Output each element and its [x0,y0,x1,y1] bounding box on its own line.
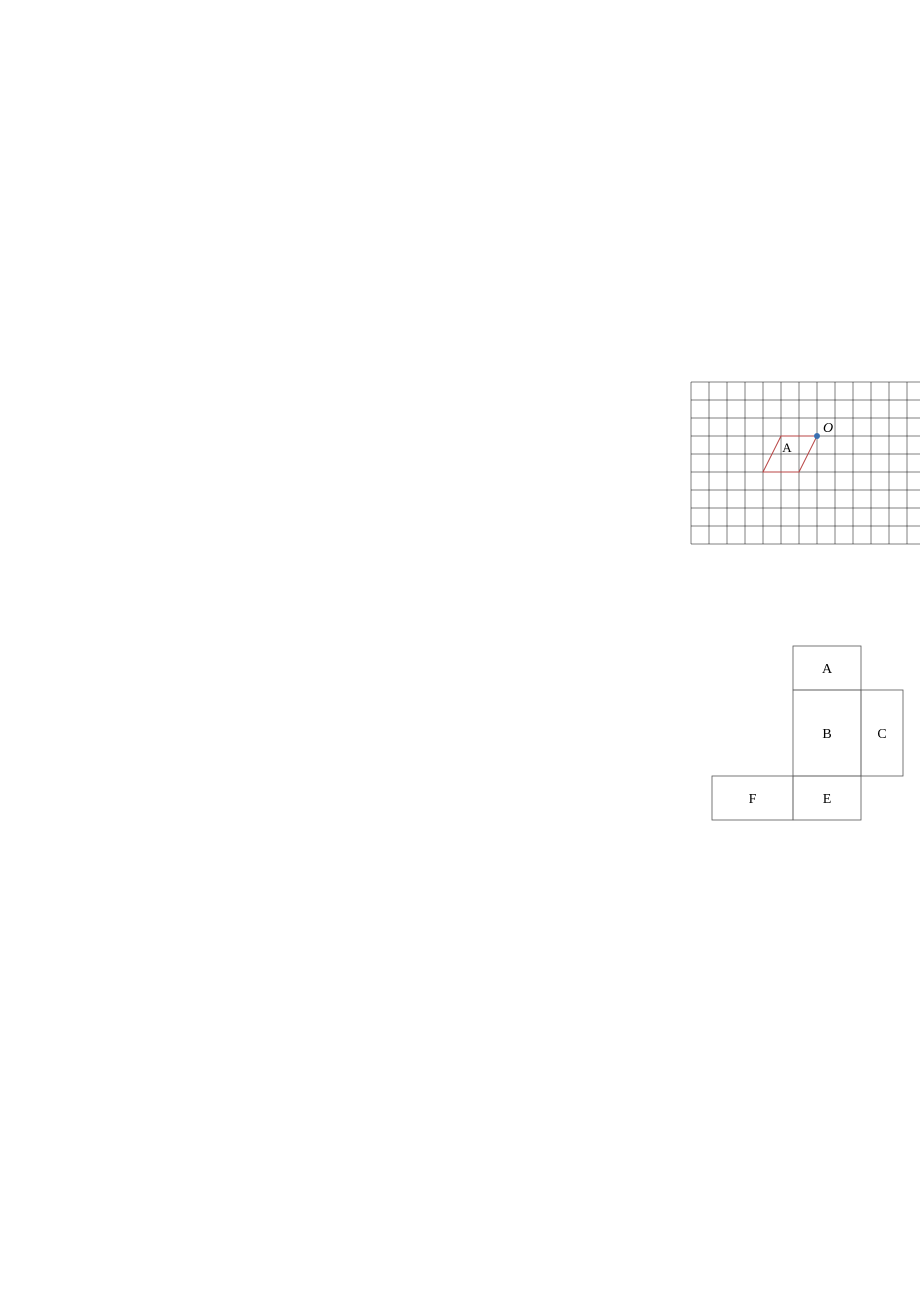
origin-point [814,433,820,439]
grid-parallelogram-diagram: AO [690,381,920,550]
box-label-F: F [749,792,757,807]
origin-label: O [823,421,833,436]
box-label-A: A [822,662,833,677]
grid-svg: AO [690,381,920,545]
parallelogram-label: A [782,440,792,455]
box-svg: A B C F E [711,645,904,821]
box-label-B: B [822,727,831,742]
box-label-C: C [877,727,886,742]
unfolded-box-diagram: A B C F E [711,645,904,826]
box-label-E: E [823,792,832,807]
